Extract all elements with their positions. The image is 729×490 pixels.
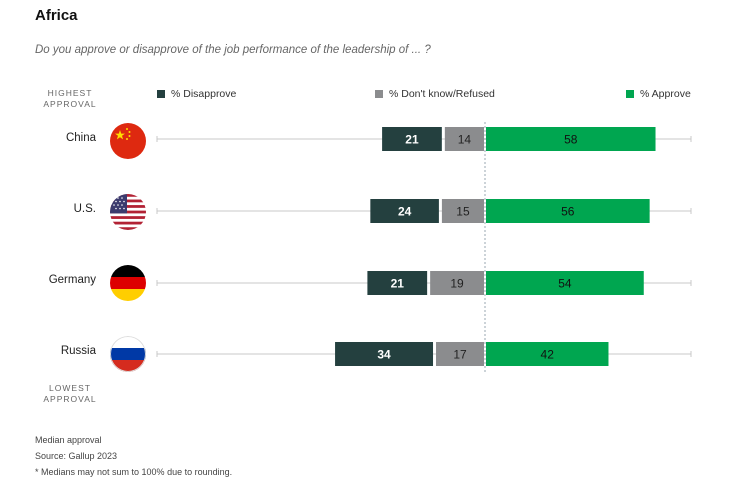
bar-germany-dontknow bbox=[430, 271, 484, 295]
country-label-china: China bbox=[65, 132, 96, 144]
bar-china-approve bbox=[486, 127, 656, 151]
bar-russia-disapprove bbox=[335, 342, 434, 366]
country-label-germany: Germany bbox=[48, 274, 96, 286]
footnote-source: Source: Gallup 2023 bbox=[35, 451, 118, 461]
data-label-russia-dontknow: 17 bbox=[453, 348, 467, 362]
bar-china-dontknow bbox=[444, 127, 484, 151]
data-label-us-approve: 56 bbox=[561, 205, 575, 219]
legend-label-dontknow: % Don't know/Refused bbox=[389, 88, 495, 100]
data-label-germany-dontknow: 19 bbox=[450, 277, 464, 291]
data-label-china-dontknow: 14 bbox=[458, 133, 472, 147]
data-label-russia-disapprove: 34 bbox=[377, 348, 391, 362]
lowest-approval-label: LOWEST APPROVAL bbox=[30, 383, 110, 405]
china-flag-icon bbox=[110, 123, 146, 159]
legend-swatch-disapprove bbox=[157, 90, 165, 98]
chart-subtitle: Do you approve or disapprove of the job … bbox=[35, 44, 431, 56]
legend-dontknow: % Don't know/Refused bbox=[375, 88, 495, 100]
highest-approval-text: HIGHEST APPROVAL bbox=[43, 88, 97, 109]
data-label-us-disapprove: 24 bbox=[398, 205, 412, 219]
bar-germany-approve bbox=[486, 271, 644, 295]
legend-disapprove: % Disapprove bbox=[157, 88, 236, 100]
bar-us-approve bbox=[486, 199, 650, 223]
footnote-rounding: * Medians may not sum to 100% due to rou… bbox=[35, 467, 233, 477]
bar-us-dontknow bbox=[441, 199, 484, 223]
us-flag-icon bbox=[110, 194, 146, 230]
bar-us-disapprove bbox=[370, 199, 439, 223]
lowest-approval-text: LOWEST APPROVAL bbox=[43, 383, 97, 404]
bar-china-disapprove bbox=[382, 127, 442, 151]
data-label-russia-approve: 42 bbox=[541, 348, 555, 362]
data-label-germany-approve: 54 bbox=[558, 277, 572, 291]
data-label-china-approve: 58 bbox=[564, 133, 578, 147]
data-label-germany-disapprove: 21 bbox=[391, 277, 405, 291]
legend-swatch-dontknow bbox=[375, 90, 383, 98]
bar-russia-approve bbox=[486, 342, 609, 366]
russia-flag-icon bbox=[110, 336, 146, 372]
country-label-russia: Russia bbox=[60, 345, 96, 357]
legend-approve: % Approve bbox=[626, 88, 691, 100]
germany-flag-icon bbox=[110, 265, 146, 301]
footnote-median: Median approval bbox=[35, 435, 102, 445]
country-label-us: U.S. bbox=[73, 203, 96, 215]
legend-swatch-approve bbox=[626, 90, 634, 98]
highest-approval-label: HIGHEST APPROVAL bbox=[30, 88, 110, 110]
data-label-us-dontknow: 15 bbox=[456, 205, 470, 219]
legend-label-disapprove: % Disapprove bbox=[171, 88, 237, 100]
bar-russia-dontknow bbox=[436, 342, 484, 366]
bar-germany-disapprove bbox=[367, 271, 428, 295]
chart-title: Africa bbox=[35, 7, 78, 24]
legend-label-approve: % Approve bbox=[640, 88, 691, 100]
data-label-china-disapprove: 21 bbox=[405, 133, 419, 147]
